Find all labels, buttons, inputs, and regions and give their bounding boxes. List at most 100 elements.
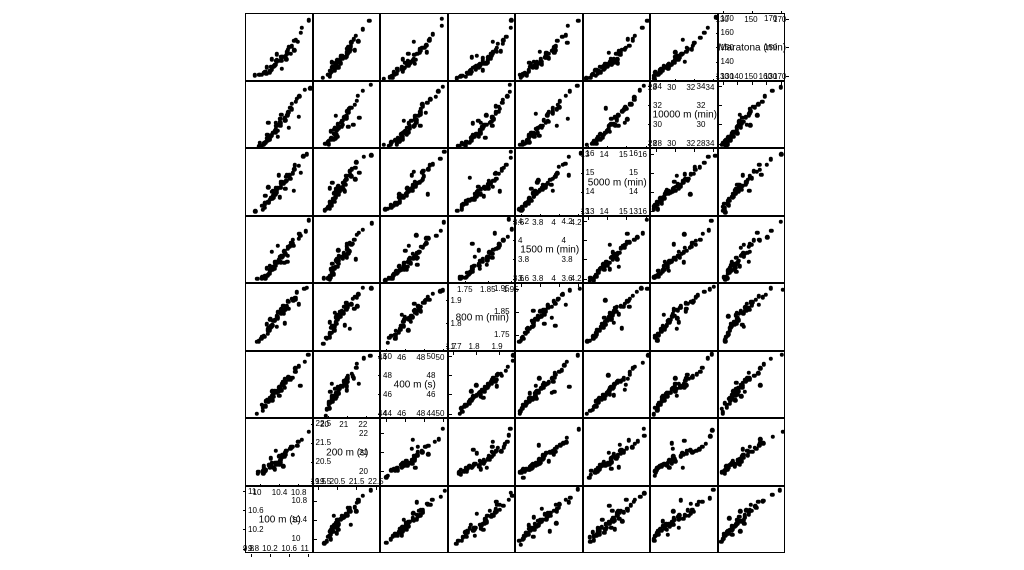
scatter-point [440,17,444,21]
scatter-point [333,324,337,328]
scatter-point [760,99,764,103]
scatter-point [681,38,685,42]
scatter-point [264,404,268,408]
scatter-point [280,67,284,71]
scatter-point [567,173,571,177]
splom-cell: 200 m (s)19.519.520.520.521.521.522.522.… [313,418,381,486]
scatter-point [328,186,332,190]
scatter-point [712,285,716,289]
scatter-point [754,298,758,302]
scatter-point [354,366,358,370]
splom-cell [245,81,313,149]
scatter-point [737,259,741,263]
scatter-point [604,106,608,110]
scatter-point [635,235,639,239]
splom-cell [583,351,651,419]
splom-cell [448,351,516,419]
scatter-point [276,135,280,139]
scatter-point [764,293,768,297]
scatter-point [677,525,681,529]
splom-cell: 5000 m (min)1313141415151616131314141515… [583,148,651,216]
scatter-point [702,31,706,35]
scatter-point [483,136,487,140]
splom-cell [718,486,786,554]
scatter-point [706,26,710,30]
scatter-point [425,101,429,105]
scatter-point [271,65,275,69]
scatter-point [591,408,595,412]
scatter-point [682,385,686,389]
scatter-point [744,379,748,383]
scatter-point [406,328,410,332]
diag-label: 200 m (s) [326,447,368,458]
scatter-point [769,157,773,161]
scatter-point [437,437,441,441]
scatter-point [266,185,270,189]
scatter-point [426,236,430,240]
scatter-point [292,48,296,52]
scatter-point [607,504,611,508]
splom-cell [515,283,583,351]
scatter-point [780,353,784,357]
scatter-point [733,465,737,469]
scatter-point [723,339,727,343]
scatter-point [538,49,542,53]
scatter-point [399,533,403,537]
scatter-point [492,117,496,121]
scatter-point [630,445,634,449]
scatter-point [291,298,295,302]
scatter-point [333,196,337,200]
scatter-point [330,382,334,386]
scatter-point [504,35,508,39]
splom-cell [650,283,718,351]
scatter-point [533,383,537,387]
splom-cell [380,283,448,351]
scatter-point [616,264,620,268]
scatter-point [681,260,685,264]
scatter-point [629,503,633,507]
scatter-point [627,240,631,244]
scatter-point [521,475,525,479]
scatter-point [426,452,430,456]
scatter-point [275,129,279,133]
splom-cell [583,13,651,81]
scatter-point [283,187,287,191]
scatter-point [439,23,443,27]
scatter-point [640,25,644,29]
scatter-point [321,342,325,346]
scatter-point [360,286,364,290]
scatter-point [544,383,548,387]
scatter-point [493,231,497,235]
scatter-point [499,449,503,453]
splom-cell [650,13,718,81]
scatter-point [665,527,669,531]
scatter-point [663,325,667,329]
scatter-point [410,437,414,441]
scatter-point [624,498,628,502]
scatter-point [673,376,677,380]
scatter-point [508,90,512,94]
scatter-point [407,244,411,248]
scatter-point [531,535,535,539]
splom-cell [380,81,448,149]
scatter-point [742,522,746,526]
scatter-point [652,412,656,416]
scatter-point [459,538,463,542]
scatter-point [307,430,311,434]
scatter-point [368,354,372,358]
splom-cell [448,13,516,81]
scatter-point [609,466,613,470]
splom-cell: Maratona (min)13013014014015015016016017… [718,13,786,81]
scatter-point [540,126,544,130]
scatter-point [283,454,287,458]
scatter-point [272,267,276,271]
scatter-point [730,533,734,537]
splom-cell [583,216,651,284]
splom-cell [650,418,718,486]
scatter-point [659,529,663,533]
scatter-point [645,217,649,221]
scatter-point [770,493,774,497]
scatter-point [676,320,680,324]
scatter-point [297,364,301,368]
scatter-point [674,173,678,177]
